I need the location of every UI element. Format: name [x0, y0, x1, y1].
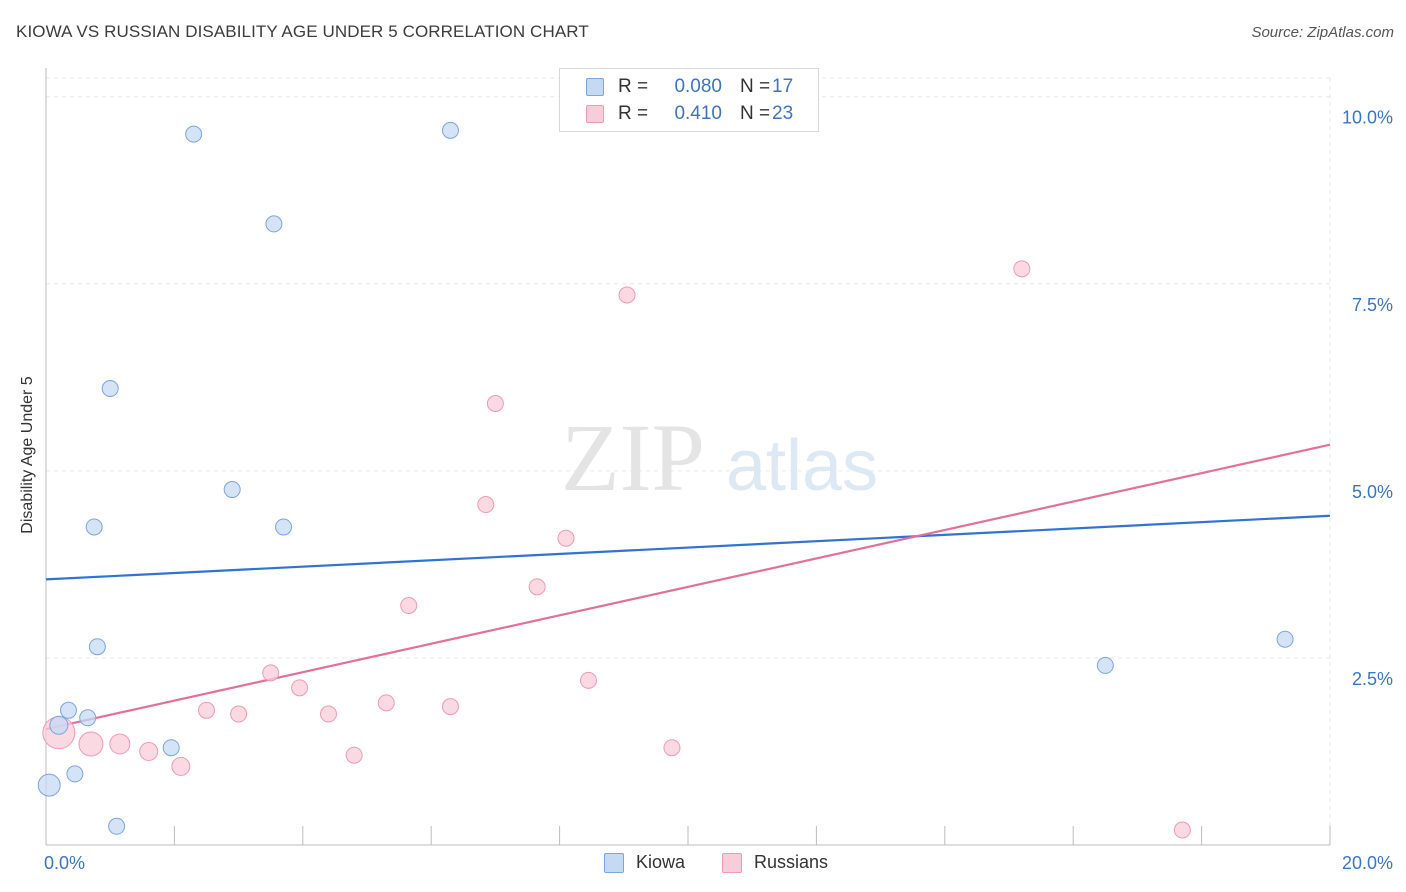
- point-kiowa: [49, 715, 69, 735]
- point-russians: [579, 671, 597, 689]
- russians-swatch: [586, 105, 604, 123]
- point-russians: [400, 597, 418, 615]
- point-russians: [477, 496, 495, 514]
- point-russians: [1013, 260, 1031, 278]
- point-kiowa: [1096, 656, 1114, 674]
- watermark-zip: ZIP: [561, 404, 705, 511]
- legend-n-label: N =: [740, 76, 771, 97]
- watermark-atlas: atlas: [726, 426, 878, 506]
- tick-labels: 2.5% 5.0% 7.5% 10.0% 0.0% 20.0%: [44, 108, 1393, 873]
- y-tick-label: 7.5%: [1352, 295, 1393, 315]
- point-russians: [486, 395, 504, 413]
- stats-legend: R = 0.080 N = 17 R = 0.410 N = 23: [559, 68, 819, 132]
- point-russians: [262, 664, 280, 682]
- point-kiowa: [1276, 630, 1294, 648]
- y-tick-label: 5.0%: [1352, 482, 1393, 502]
- point-kiowa: [37, 773, 61, 797]
- point-russians: [557, 529, 575, 547]
- point-russians: [291, 679, 309, 697]
- point-russians: [230, 705, 248, 723]
- point-russians: [618, 286, 636, 304]
- legend-item-russians[interactable]: Russians: [722, 852, 828, 873]
- legend-label-kiowa: Kiowa: [636, 852, 686, 872]
- russians-swatch: [722, 852, 742, 873]
- watermark: ZIP atlas: [561, 404, 878, 511]
- point-russians: [198, 701, 215, 719]
- point-russians: [171, 756, 191, 776]
- point-russians: [377, 694, 395, 712]
- trend-line-kiowa: [45, 514, 1331, 581]
- legend-row-kiowa: R = 0.080 N = 17: [586, 74, 793, 100]
- kiowa-swatch: [604, 852, 624, 873]
- legend-r-label: R =: [618, 103, 649, 124]
- point-kiowa: [265, 215, 283, 233]
- point-russians: [663, 739, 681, 757]
- point-russians: [345, 746, 363, 764]
- point-russians: [1173, 821, 1191, 839]
- point-kiowa: [85, 518, 103, 536]
- point-kiowa: [88, 638, 106, 656]
- point-kiowa: [185, 125, 203, 143]
- trend-lines: [45, 443, 1331, 731]
- point-kiowa: [59, 701, 77, 719]
- legend-r-value: 0.410: [674, 103, 722, 124]
- point-kiowa: [441, 121, 459, 139]
- axes: [45, 68, 1331, 846]
- y-tick-label: 2.5%: [1352, 669, 1393, 689]
- point-kiowa: [79, 709, 97, 727]
- legend-item-kiowa[interactable]: Kiowa: [604, 852, 685, 873]
- trend-line-russians: [45, 443, 1331, 731]
- x-tick-label: 0.0%: [44, 853, 85, 873]
- point-kiowa: [223, 481, 241, 499]
- legend-row-russians: R = 0.410 N = 23: [586, 101, 793, 127]
- point-russians: [109, 733, 131, 755]
- source-label: Source: ZipAtlas.com: [1251, 24, 1394, 41]
- point-russians: [528, 578, 546, 596]
- y-tick-label: 10.0%: [1342, 108, 1393, 128]
- legend-n-value: 17: [772, 76, 794, 97]
- point-kiowa: [162, 739, 180, 757]
- legend-label-russians: Russians: [754, 852, 829, 872]
- x-tick-label: 20.0%: [1342, 853, 1393, 873]
- data-points: [37, 121, 1294, 839]
- chart-title: KIOWA VS RUSSIAN DISABILITY AGE UNDER 5 …: [16, 22, 589, 41]
- point-kiowa: [275, 518, 293, 536]
- point-kiowa: [108, 817, 126, 835]
- legend-n-value: 23: [772, 103, 794, 124]
- point-russians: [319, 705, 337, 723]
- point-russians: [78, 731, 104, 757]
- kiowa-swatch: [586, 78, 604, 96]
- point-russians: [441, 698, 459, 716]
- point-russians: [139, 741, 159, 761]
- point-kiowa: [66, 765, 84, 783]
- legend-r-label: R =: [618, 76, 649, 97]
- legend-n-label: N =: [740, 103, 771, 124]
- series-legend: Kiowa Russians: [0, 852, 1406, 876]
- point-kiowa: [101, 380, 119, 398]
- legend-r-value: 0.080: [674, 76, 722, 97]
